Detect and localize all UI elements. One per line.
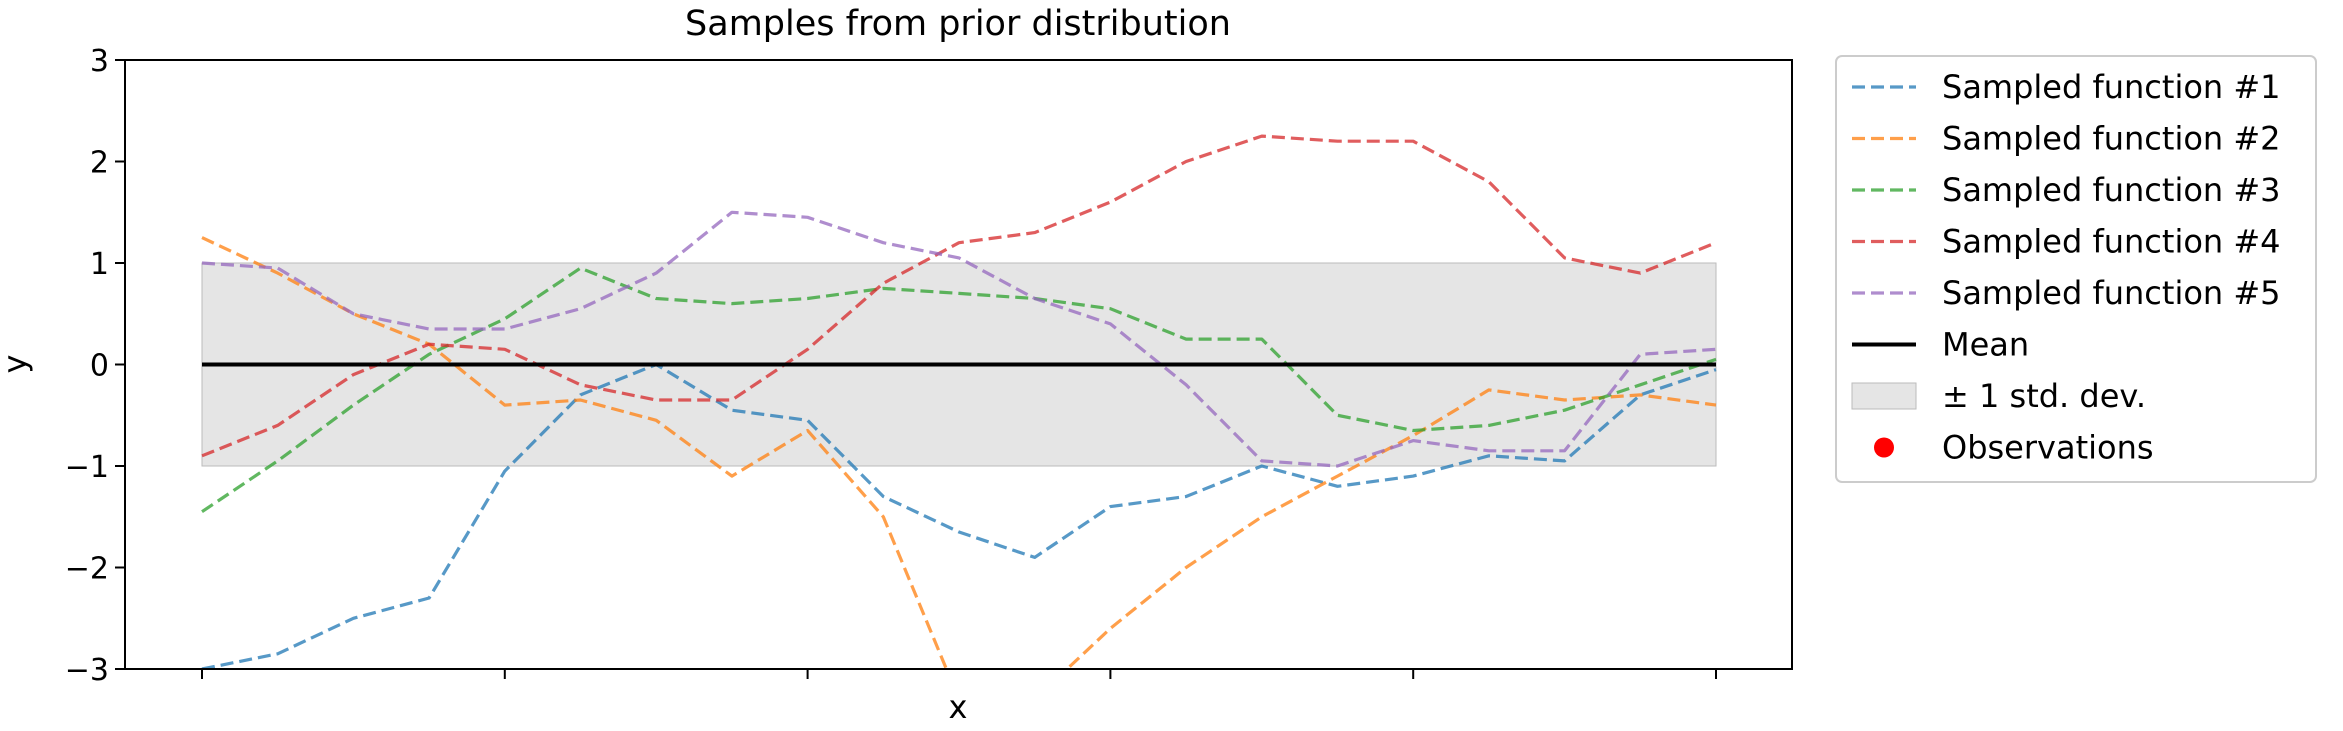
legend-label: Sampled function #3	[1942, 171, 2281, 209]
y-tick-label: −1	[65, 450, 109, 485]
legend-label: Mean	[1942, 326, 2029, 364]
legend-label: Observations	[1942, 429, 2154, 467]
legend-frame	[1835, 55, 2317, 483]
legend-label: Sampled function #4	[1942, 223, 2281, 261]
x-axis-label: x	[949, 688, 968, 726]
series-line-1	[201, 362, 1717, 669]
legend-label: Sampled function #1	[1942, 68, 2281, 106]
y-tick-label: 3	[90, 44, 109, 79]
legend: Sampled function #1 Sampled function #2 Sa…	[1835, 55, 2317, 483]
series-line-4	[201, 134, 1717, 458]
y-axis-label: y	[0, 355, 34, 374]
legend-label: ± 1 std. dev.	[1942, 377, 2146, 415]
legend-swatch-observations	[1874, 437, 1894, 458]
y-tick-label: 0	[90, 349, 109, 384]
y-tick-label: 1	[90, 247, 109, 282]
legend-swatch-band	[1851, 382, 1917, 410]
series-line-5	[201, 210, 1717, 468]
chart-title: Samples from prior distribution	[685, 4, 1231, 44]
legend-label: Sampled function #2	[1942, 120, 2281, 158]
series-group	[201, 134, 1717, 669]
y-tick-label: −2	[65, 552, 109, 587]
series-line-3	[201, 266, 1717, 514]
legend-label: Sampled function #5	[1942, 274, 2281, 312]
y-tick-label: −3	[65, 653, 109, 688]
y-tick-label: 2	[90, 146, 109, 181]
